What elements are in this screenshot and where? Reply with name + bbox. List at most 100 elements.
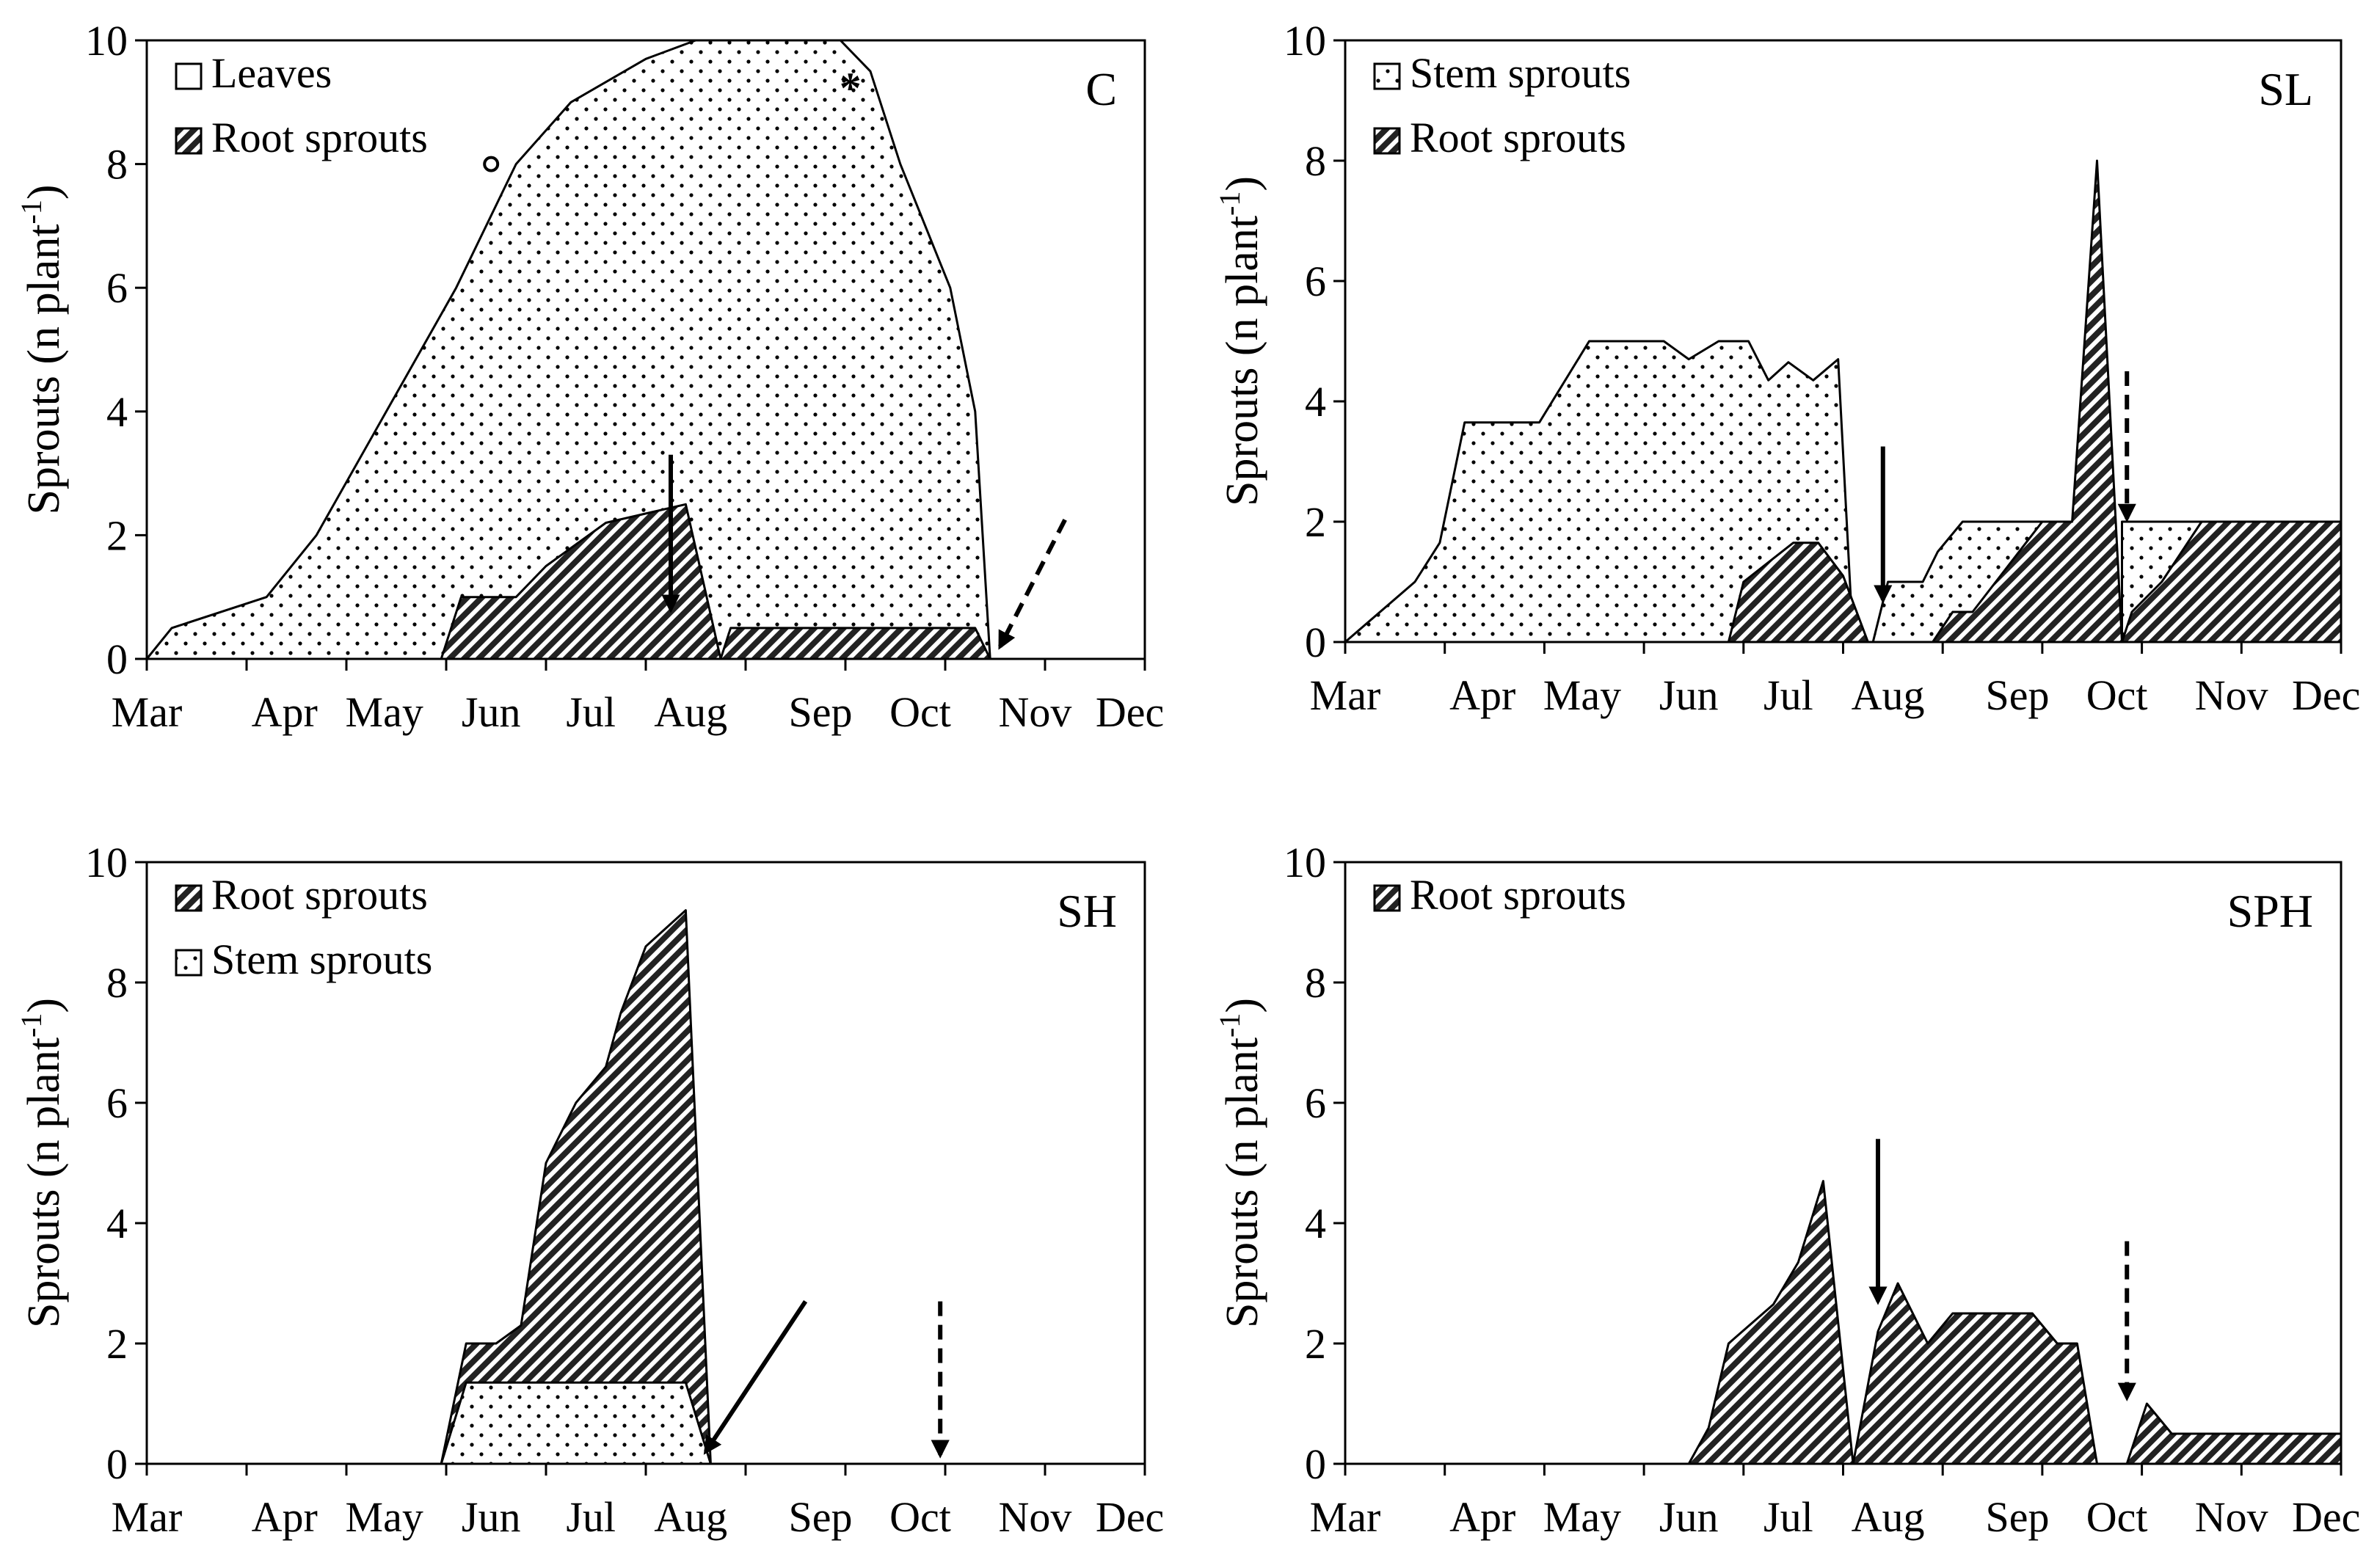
- y-tick-label-sph-4: 4: [1305, 1200, 1326, 1247]
- panels-root: 0 2 4 6 8 10 Mar Apr May Jun Jul Aug Sep Oct Nov Dec Spr…: [15, 17, 2360, 1541]
- y-tick-label-sl-0: 0: [1305, 619, 1326, 666]
- x-tick-label-sl-nov: Nov: [2195, 671, 2268, 719]
- legend-swatch-sl-stem-sprouts: [1373, 62, 1401, 90]
- x-tick-label-sl-mar: Mar: [1310, 671, 1381, 719]
- x-tick-label-c-aug: Aug: [654, 688, 727, 736]
- x-tick-label-sph-aug: Aug: [1852, 1493, 1925, 1541]
- y-tick-label-c-0: 0: [106, 635, 128, 683]
- x-tick-label-sph-sep: Sep: [1985, 1493, 2049, 1541]
- x-tick-label-c-sep: Sep: [789, 688, 853, 736]
- x-tick-label-sl-sep: Sep: [1985, 671, 2049, 719]
- x-tick-label-sh-nov: Nov: [998, 1493, 1071, 1541]
- x-tick-label-c-oct: Oct: [889, 688, 951, 736]
- y-tick-label-sph-10: 10: [1284, 839, 1326, 886]
- y-axis-label-sl: Sprouts (n plant-1): [1213, 176, 1267, 506]
- x-tick-label-sph-may: May: [1543, 1493, 1621, 1541]
- x-tick-label-c-mar: Mar: [112, 688, 183, 736]
- y-tick-label-sl-2: 2: [1305, 498, 1326, 546]
- panel-label-sph: SPH: [2227, 885, 2313, 937]
- panel-label-sl: SL: [2258, 63, 2313, 115]
- chart-panel-sh: 0 2 4 6 8 10 Mar Apr May Jun Jul Aug Sep Oct Nov Dec Spr…: [15, 839, 1164, 1541]
- series-area-c-leaves: [145, 39, 991, 660]
- y-tick-label-sph-6: 6: [1305, 1079, 1326, 1127]
- y-tick-label-c-2: 2: [106, 511, 128, 559]
- y-tick-label-sph-0: 0: [1305, 1440, 1326, 1488]
- x-tick-label-sh-may: May: [346, 1493, 423, 1541]
- x-tick-label-c-dec: Dec: [1096, 688, 1164, 736]
- y-tick-label-c-4: 4: [106, 388, 128, 436]
- x-tick-label-sph-jun: Jun: [1659, 1493, 1719, 1541]
- series-area-sl-stem-sprouts-early: [1344, 340, 1854, 643]
- y-axis-label-c: Sprouts (n plant-1): [15, 184, 69, 514]
- legend-label-c-root-sprouts: Root sprouts: [211, 114, 428, 161]
- x-tick-label-c-apr: Apr: [252, 688, 318, 736]
- series-area-sh-root-sprouts: [440, 909, 712, 1465]
- x-tick-label-sh-sep: Sep: [789, 1493, 853, 1541]
- y-tick-label-c-10: 10: [85, 17, 128, 65]
- y-tick-label-sh-4: 4: [106, 1200, 128, 1247]
- y-axis-label-sh: Sprouts (n plant-1): [15, 998, 69, 1328]
- y-tick-label-c-6: 6: [106, 264, 128, 312]
- x-tick-label-sl-jun: Jun: [1659, 671, 1719, 719]
- x-tick-label-sh-jun: Jun: [462, 1493, 521, 1541]
- x-tick-label-sph-mar: Mar: [1310, 1493, 1381, 1541]
- y-tick-label-sph-8: 8: [1305, 959, 1326, 1007]
- chart-panel-c: 0 2 4 6 8 10 Mar Apr May Jun Jul Aug Sep Oct Nov Dec Spr…: [15, 17, 1164, 736]
- x-tick-label-sh-jul: Jul: [566, 1493, 616, 1541]
- y-tick-label-sph-2: 2: [1305, 1320, 1326, 1368]
- y-tick-label-sl-4: 4: [1305, 378, 1326, 426]
- x-tick-label-sl-oct: Oct: [2086, 671, 2148, 719]
- arrow-dashed-c: [998, 518, 1067, 650]
- x-tick-label-c-may: May: [346, 688, 423, 736]
- y-tick-label-sh-8: 8: [106, 959, 128, 1007]
- series-area-sph-root-sprouts-a: [1687, 1180, 1854, 1465]
- y-tick-label-sh-6: 6: [106, 1079, 128, 1127]
- x-tick-label-sph-oct: Oct: [2086, 1493, 2148, 1541]
- legend-swatch-c-leaves: [175, 62, 203, 90]
- x-tick-label-sph-dec: Dec: [2292, 1493, 2360, 1541]
- legend-label-sh-root-sprouts: Root sprouts: [211, 871, 428, 919]
- y-tick-label-c-8: 8: [106, 141, 128, 189]
- legend-label-sl-root-sprouts: Root sprouts: [1410, 114, 1626, 161]
- y-axis-label-sph: Sprouts (n plant-1): [1213, 998, 1267, 1328]
- y-tick-label-sh-0: 0: [106, 1440, 128, 1488]
- legend-swatch-sh-root-sprouts: [175, 884, 203, 912]
- arrow-solid-sh: [703, 1299, 808, 1455]
- x-tick-label-sl-may: May: [1543, 671, 1621, 719]
- series-area-sh-stem-sprouts: [440, 1381, 712, 1465]
- x-tick-label-sl-dec: Dec: [2292, 671, 2360, 719]
- y-tick-label-sh-10: 10: [85, 839, 128, 886]
- x-tick-label-sh-mar: Mar: [112, 1493, 183, 1541]
- chart-panel-sph: 0 2 4 6 8 10 Mar Apr May Jun Jul Aug Sep Oct Nov Dec Spr…: [1213, 839, 2360, 1541]
- x-tick-label-sl-jul: Jul: [1763, 671, 1813, 719]
- legend-label-sl-stem-sprouts: Stem sprouts: [1410, 49, 1631, 97]
- x-tick-label-c-jun: Jun: [462, 688, 521, 736]
- x-tick-label-sl-aug: Aug: [1852, 671, 1925, 719]
- marker-circle-c: [483, 156, 500, 172]
- y-tick-label-sh-2: 2: [106, 1320, 128, 1368]
- legend-label-sh-stem-sprouts: Stem sprouts: [211, 936, 432, 983]
- legend-swatch-c-root-sprouts: [175, 127, 203, 155]
- x-tick-label-sh-oct: Oct: [889, 1493, 951, 1541]
- y-tick-label-sl-6: 6: [1305, 258, 1326, 305]
- series-area-c-root-sprouts: [440, 503, 991, 660]
- panel-label-sh: SH: [1057, 885, 1117, 937]
- series-area-sph-root-sprouts-b: [1852, 1282, 2098, 1465]
- marker-asterisk-c: *: [840, 64, 862, 112]
- x-tick-label-c-nov: Nov: [998, 688, 1071, 736]
- legend-label-sph-root-sprouts: Root sprouts: [1410, 871, 1626, 919]
- y-tick-label-sl-10: 10: [1284, 17, 1326, 65]
- x-tick-label-sl-apr: Apr: [1449, 671, 1515, 719]
- legend-label-c-leaves: Leaves: [211, 49, 332, 97]
- legend-swatch-sh-stem-sprouts: [175, 949, 203, 977]
- y-tick-label-sl-8: 8: [1305, 137, 1326, 185]
- x-tick-label-sph-nov: Nov: [2195, 1493, 2268, 1541]
- x-tick-label-sh-dec: Dec: [1096, 1493, 1164, 1541]
- x-tick-label-sph-apr: Apr: [1449, 1493, 1515, 1541]
- legend-swatch-sl-root-sprouts: [1373, 127, 1401, 155]
- x-tick-label-sh-aug: Aug: [654, 1493, 727, 1541]
- panel-label-c: C: [1085, 63, 1117, 115]
- chart-panel-sl: 0 2 4 6 8 10 Mar Apr May Jun Jul Aug Sep Oct Nov Dec Spr…: [1213, 17, 2360, 719]
- legend-swatch-sph-root-sprouts: [1373, 884, 1401, 912]
